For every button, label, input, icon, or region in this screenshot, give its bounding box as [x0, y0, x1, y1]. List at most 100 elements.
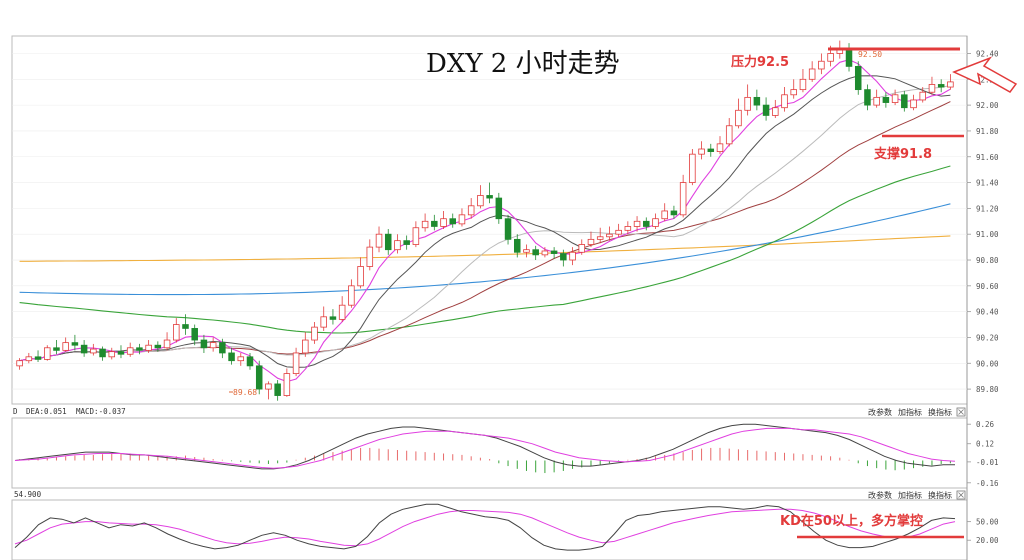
candle: [90, 343, 97, 356]
low-price-marker: 89.68: [229, 388, 257, 397]
candle-body: [71, 342, 79, 346]
main-y-tick-label: 90.60: [976, 282, 999, 291]
candle-body: [412, 227, 420, 245]
ma250-line: [19, 235, 951, 262]
candle: [43, 345, 51, 361]
candle-body: [145, 344, 152, 351]
candle-body: [596, 236, 604, 240]
macd-y-tick-label: -0.01: [976, 458, 999, 467]
main-y-tick-label: 90.80: [976, 256, 999, 265]
candle: [569, 247, 576, 266]
main-y-tick-label: 91.60: [976, 153, 999, 162]
support-annotation: 支撑91.8: [873, 146, 932, 162]
candle-body: [633, 220, 641, 227]
kd-panel-controls: 改参数 加指标 换指标: [868, 490, 966, 500]
candle-body: [477, 195, 484, 207]
candle: [145, 340, 152, 353]
candle-body: [403, 240, 410, 245]
candle-body: [329, 316, 337, 320]
candle-body: [62, 342, 69, 351]
kd-y-tick-label: 50.00: [976, 518, 999, 527]
candle: [799, 68, 807, 93]
macd-y-tick-label: 0.12: [976, 440, 994, 449]
candle-body: [790, 89, 797, 96]
candle-body: [643, 220, 650, 227]
candle-body: [679, 182, 687, 216]
candle-body: [99, 348, 106, 358]
candle: [910, 94, 917, 111]
candle-body: [781, 94, 788, 109]
candle-body: [265, 383, 272, 390]
main-y-axis: 92.4092.2092.0091.8091.6091.4091.2091.00…: [967, 49, 999, 394]
candle: [550, 247, 558, 259]
candlesticks: [16, 40, 954, 401]
macd-edit-params-button[interactable]: 改参数: [868, 407, 892, 417]
candle: [163, 332, 171, 351]
candle-body: [725, 125, 733, 145]
candle: [182, 314, 189, 335]
kd-edit-params-button[interactable]: 改参数: [868, 490, 892, 500]
candle-body: [919, 91, 927, 101]
candle: [62, 337, 69, 352]
candle-body: [652, 218, 659, 227]
panel-frames: [11, 35, 968, 560]
candle: [652, 213, 659, 230]
candle: [421, 213, 429, 232]
candle-body: [163, 339, 171, 349]
macd-close-icon[interactable]: [956, 407, 966, 417]
candle-body: [394, 240, 401, 251]
candle-body: [338, 304, 346, 320]
candle-body: [274, 383, 281, 396]
kd-add-indicator-button[interactable]: 加指标: [898, 490, 922, 500]
candle: [495, 192, 503, 224]
candle: [615, 223, 622, 237]
macd-add-indicator-button[interactable]: 加指标: [898, 407, 922, 417]
candle: [901, 90, 908, 112]
kd-switch-indicator-button[interactable]: 换指标: [928, 490, 952, 500]
macd-panel-controls: 改参数 加指标 换指标: [868, 407, 966, 417]
candle-body: [311, 326, 318, 341]
candle: [246, 352, 254, 370]
candle-body: [624, 226, 632, 231]
candle-body: [357, 266, 364, 287]
macd-y-axis: 0.26 0.12 -0.01 -0.16: [967, 420, 999, 488]
main-grid: [12, 53, 967, 390]
macd-y-tick-label: -0.16: [976, 479, 999, 488]
resistance-annotation: 压力92.5: [731, 54, 789, 70]
candle: [624, 221, 632, 235]
candle: [449, 213, 457, 228]
candle: [606, 226, 613, 241]
candle: [458, 208, 466, 227]
candle: [937, 79, 945, 93]
candle-body: [513, 238, 521, 253]
candle: [753, 89, 761, 111]
candle-body: [292, 352, 300, 375]
macd-switch-indicator-button[interactable]: 换指标: [928, 407, 952, 417]
candle-body: [873, 96, 880, 106]
candle: [25, 352, 33, 364]
candle: [108, 347, 116, 360]
main-y-tick-label: 91.20: [976, 204, 999, 213]
candle: [154, 341, 162, 352]
trend-arrow-icon: [952, 56, 1018, 93]
macd-dea-value: DEA:0.051: [26, 407, 67, 416]
kd-value-label: 54.900: [14, 490, 42, 499]
candle-body: [126, 347, 134, 355]
candle-body: [698, 148, 705, 155]
candle: [504, 214, 512, 245]
candle: [560, 249, 567, 267]
candle-body: [43, 347, 51, 360]
main-y-tick-label: 91.40: [976, 179, 999, 188]
candle-body: [910, 99, 917, 109]
candle-body: [532, 249, 539, 256]
kd-close-icon[interactable]: [956, 490, 966, 500]
candle: [919, 87, 927, 103]
candle-body: [209, 342, 217, 349]
candle-body: [182, 324, 189, 329]
candle: [587, 231, 595, 248]
candle-body: [25, 356, 33, 362]
candle-body: [136, 347, 143, 351]
candle: [670, 205, 678, 219]
kd-d-line: [14, 508, 956, 547]
candle-body: [173, 324, 180, 341]
